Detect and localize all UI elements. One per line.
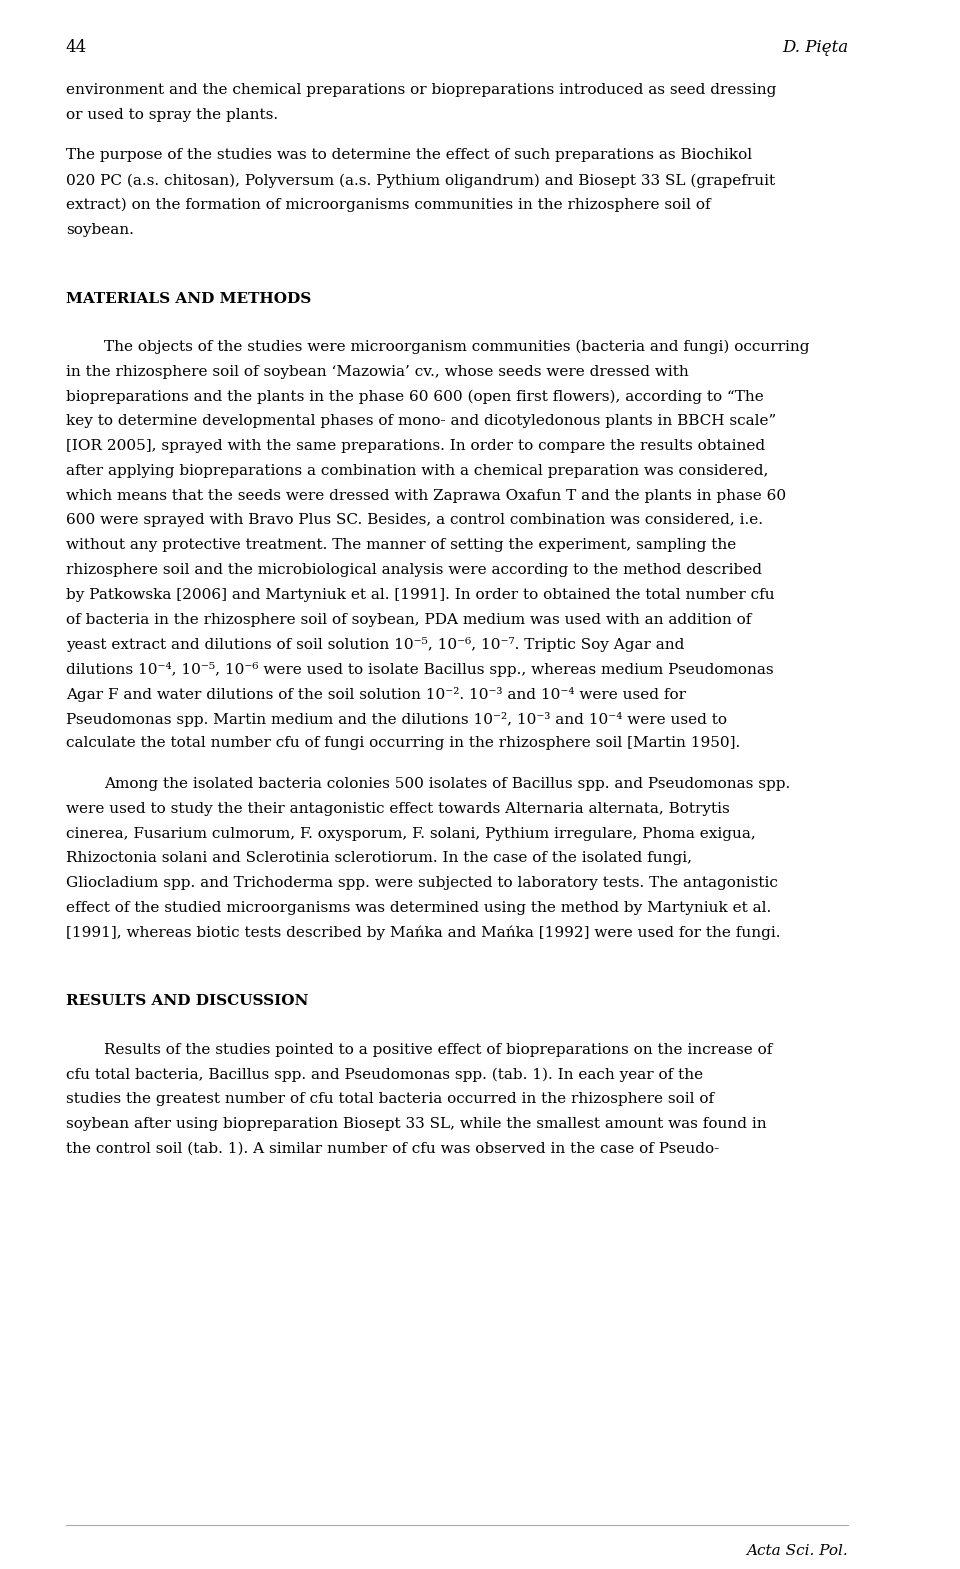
Text: [1991], whereas biotic tests described by Mańka and Mańka [1992] were used for t: [1991], whereas biotic tests described b… [66,926,780,940]
Text: 020 PC (a.s. chitosan), Polyversum (a.s. Pythium oligandrum) and Biosept 33 SL (: 020 PC (a.s. chitosan), Polyversum (a.s.… [66,173,775,188]
Text: Pseudomonas spp. Martin medium and the dilutions 10⁻², 10⁻³ and 10⁻⁴ were used t: Pseudomonas spp. Martin medium and the d… [66,712,727,726]
Text: Gliocladium spp. and Trichoderma spp. were subjected to laboratory tests. The an: Gliocladium spp. and Trichoderma spp. we… [66,876,778,890]
Text: D. Pięta: D. Pięta [781,39,848,56]
Text: 44: 44 [66,39,87,56]
Text: by Patkowska [2006] and Martyniuk et al. [1991]. In order to obtained the total : by Patkowska [2006] and Martyniuk et al.… [66,588,775,602]
Text: dilutions 10⁻⁴, 10⁻⁵, 10⁻⁶ were used to isolate Bacillus spp., whereas medium Ps: dilutions 10⁻⁴, 10⁻⁵, 10⁻⁶ were used to … [66,662,774,678]
Text: effect of the studied microorganisms was determined using the method by Martyniu: effect of the studied microorganisms was… [66,901,771,915]
Text: extract) on the formation of microorganisms communities in the rhizosphere soil : extract) on the formation of microorgani… [66,198,710,212]
Text: of bacteria in the rhizosphere soil of soybean, PDA medium was used with an addi: of bacteria in the rhizosphere soil of s… [66,612,751,626]
Text: after applying biopreparations a combination with a chemical preparation was con: after applying biopreparations a combina… [66,464,768,479]
Text: were used to study the their antagonistic effect towards Alternaria alternata, B: were used to study the their antagonisti… [66,802,730,816]
Text: Acta Sci. Pol.: Acta Sci. Pol. [746,1544,848,1558]
Text: cfu total bacteria, Bacillus spp. and Pseudomonas spp. (tab. 1). In each year of: cfu total bacteria, Bacillus spp. and Ps… [66,1067,703,1083]
Text: environment and the chemical preparations or biopreparations introduced as seed : environment and the chemical preparation… [66,83,777,97]
Text: The purpose of the studies was to determine the effect of such preparations as B: The purpose of the studies was to determ… [66,149,752,163]
Text: the control soil (tab. 1). A similar number of cfu was observed in the case of P: the control soil (tab. 1). A similar num… [66,1142,719,1156]
Text: RESULTS AND DISCUSSION: RESULTS AND DISCUSSION [66,995,308,1009]
Text: or used to spray the plants.: or used to spray the plants. [66,108,277,122]
Text: key to determine developmental phases of mono- and dicotyledonous plants in BBCH: key to determine developmental phases of… [66,414,776,428]
Text: soybean after using biopreparation Biosept 33 SL, while the smallest amount was : soybean after using biopreparation Biose… [66,1117,766,1131]
Text: cinerea, Fusarium culmorum, F. oxysporum, F. solani, Pythium irregulare, Phoma e: cinerea, Fusarium culmorum, F. oxysporum… [66,827,756,841]
Text: The objects of the studies were microorganism communities (bacteria and fungi) o: The objects of the studies were microorg… [104,340,809,355]
Text: Among the isolated bacteria colonies 500 isolates of Bacillus spp. and Pseudomon: Among the isolated bacteria colonies 500… [104,777,790,791]
Text: rhizosphere soil and the microbiological analysis were according to the method d: rhizosphere soil and the microbiological… [66,563,762,577]
Text: Agar F and water dilutions of the soil solution 10⁻². 10⁻³ and 10⁻⁴ were used fo: Agar F and water dilutions of the soil s… [66,687,685,701]
Text: calculate the total number cfu of fungi occurring in the rhizosphere soil [Marti: calculate the total number cfu of fungi … [66,736,740,750]
Text: [IOR 2005], sprayed with the same preparations. In order to compare the results : [IOR 2005], sprayed with the same prepar… [66,439,765,453]
Text: Results of the studies pointed to a positive effect of biopreparations on the in: Results of the studies pointed to a posi… [104,1043,773,1058]
Text: in the rhizosphere soil of soybean ‘Mazowia’ cv., whose seeds were dressed with: in the rhizosphere soil of soybean ‘Mazo… [66,364,688,378]
Text: without any protective treatment. The manner of setting the experiment, sampling: without any protective treatment. The ma… [66,538,736,552]
Text: soybean.: soybean. [66,223,133,237]
Text: biopreparations and the plants in the phase 60 600 (open first flowers), accordi: biopreparations and the plants in the ph… [66,389,763,403]
Text: yeast extract and dilutions of soil solution 10⁻⁵, 10⁻⁶, 10⁻⁷. Triptic Soy Agar : yeast extract and dilutions of soil solu… [66,637,684,653]
Text: 600 were sprayed with Bravo Plus SC. Besides, a control combination was consider: 600 were sprayed with Bravo Plus SC. Bes… [66,513,763,527]
Text: Rhizoctonia solani and Sclerotinia sclerotiorum. In the case of the isolated fun: Rhizoctonia solani and Sclerotinia scler… [66,852,692,866]
Text: which means that the seeds were dressed with Zaprawa Oxafun T and the plants in : which means that the seeds were dressed … [66,488,786,502]
Text: MATERIALS AND METHODS: MATERIALS AND METHODS [66,292,311,306]
Text: studies the greatest number of cfu total bacteria occurred in the rhizosphere so: studies the greatest number of cfu total… [66,1092,714,1106]
